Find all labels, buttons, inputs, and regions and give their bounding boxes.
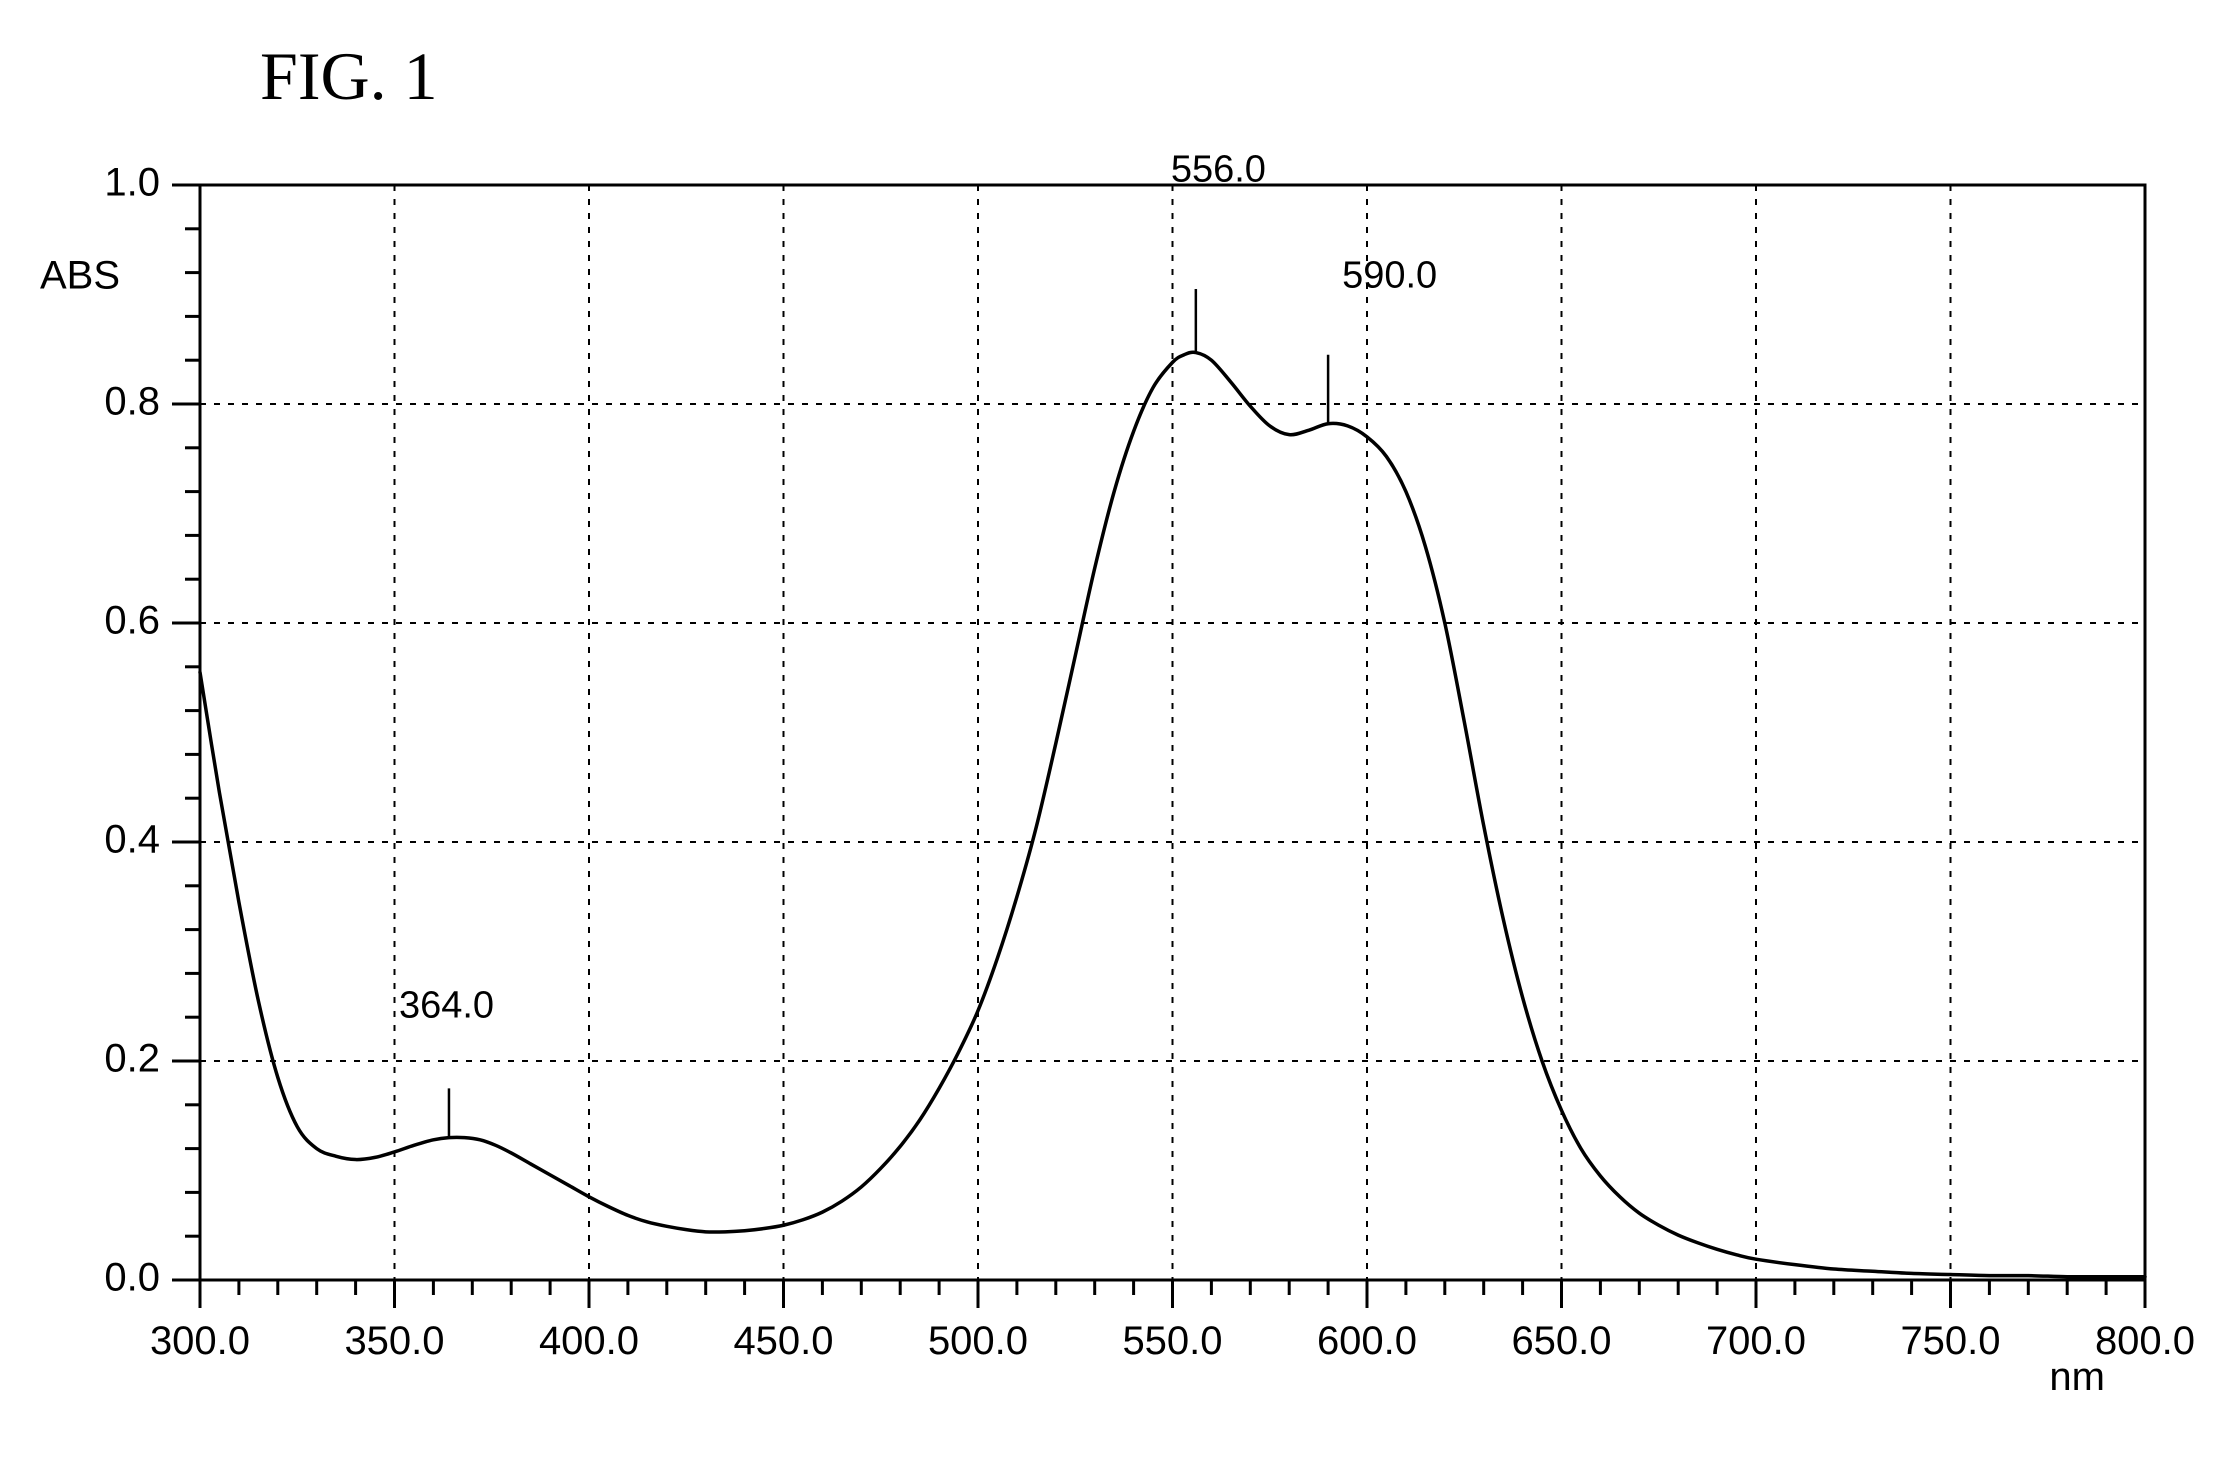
x-tick-label: 350.0 <box>344 1319 444 1363</box>
x-tick-label: 500.0 <box>928 1319 1028 1363</box>
peak-label: 590.0 <box>1342 255 1437 297</box>
x-tick-label: 650.0 <box>1511 1319 1611 1363</box>
y-axis-label: ABS <box>40 254 120 298</box>
y-tick-label: 0.8 <box>104 380 160 424</box>
y-tick-label: 0.0 <box>104 1256 160 1300</box>
x-tick-label: 400.0 <box>539 1319 639 1363</box>
x-tick-label: 750.0 <box>1900 1319 2000 1363</box>
x-tick-label: 800.0 <box>2095 1319 2195 1363</box>
y-tick-label: 0.4 <box>104 818 160 862</box>
x-axis-label: nm <box>2049 1355 2105 1399</box>
peak-label: 556.0 <box>1171 148 1266 190</box>
x-tick-label: 450.0 <box>733 1319 833 1363</box>
x-tick-label: 600.0 <box>1317 1319 1417 1363</box>
x-tick-label: 700.0 <box>1706 1319 1806 1363</box>
y-tick-label: 0.2 <box>104 1037 160 1081</box>
y-tick-label: 1.0 <box>104 161 160 205</box>
y-tick-label: 0.6 <box>104 599 160 643</box>
x-tick-label: 550.0 <box>1122 1319 1222 1363</box>
x-tick-label: 300.0 <box>150 1319 250 1363</box>
page-container: { "figure_title": { "text": "FIG. 1", "x… <box>0 0 2224 1474</box>
spectrum-chart: 0.0 0.2 0.4 0.6 0.8 1.0 300.0 350.0 400.0 450.0 50… <box>0 0 2224 1474</box>
peak-label: 364.0 <box>399 985 494 1027</box>
